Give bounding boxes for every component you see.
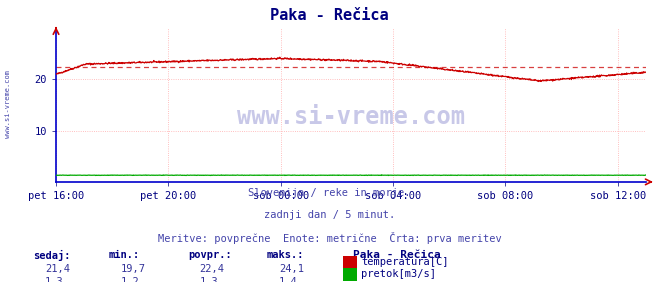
Text: Paka - Rečica: Paka - Rečica <box>270 8 389 23</box>
Text: 24,1: 24,1 <box>279 264 304 274</box>
Text: 19,7: 19,7 <box>121 264 146 274</box>
Text: pretok[m3/s]: pretok[m3/s] <box>361 269 436 279</box>
Text: maks.:: maks.: <box>267 250 304 259</box>
Text: povpr.:: povpr.: <box>188 250 231 259</box>
Text: temperatura[C]: temperatura[C] <box>361 257 449 267</box>
Text: sedaj:: sedaj: <box>33 250 71 261</box>
Text: 1,3: 1,3 <box>45 277 63 282</box>
Text: Slovenija / reke in morje.: Slovenija / reke in morje. <box>248 188 411 197</box>
Text: Paka - Rečica: Paka - Rečica <box>353 250 440 259</box>
Text: www.si-vreme.com: www.si-vreme.com <box>237 105 465 129</box>
Text: 1,3: 1,3 <box>200 277 218 282</box>
Text: min.:: min.: <box>109 250 140 259</box>
Text: zadnji dan / 5 minut.: zadnji dan / 5 minut. <box>264 210 395 220</box>
Text: 21,4: 21,4 <box>45 264 70 274</box>
Text: 1,2: 1,2 <box>121 277 139 282</box>
Text: Meritve: povprečne  Enote: metrične  Črta: prva meritev: Meritve: povprečne Enote: metrične Črta:… <box>158 232 501 244</box>
Text: www.si-vreme.com: www.si-vreme.com <box>5 70 11 138</box>
Text: 22,4: 22,4 <box>200 264 225 274</box>
Text: 1,4: 1,4 <box>279 277 297 282</box>
